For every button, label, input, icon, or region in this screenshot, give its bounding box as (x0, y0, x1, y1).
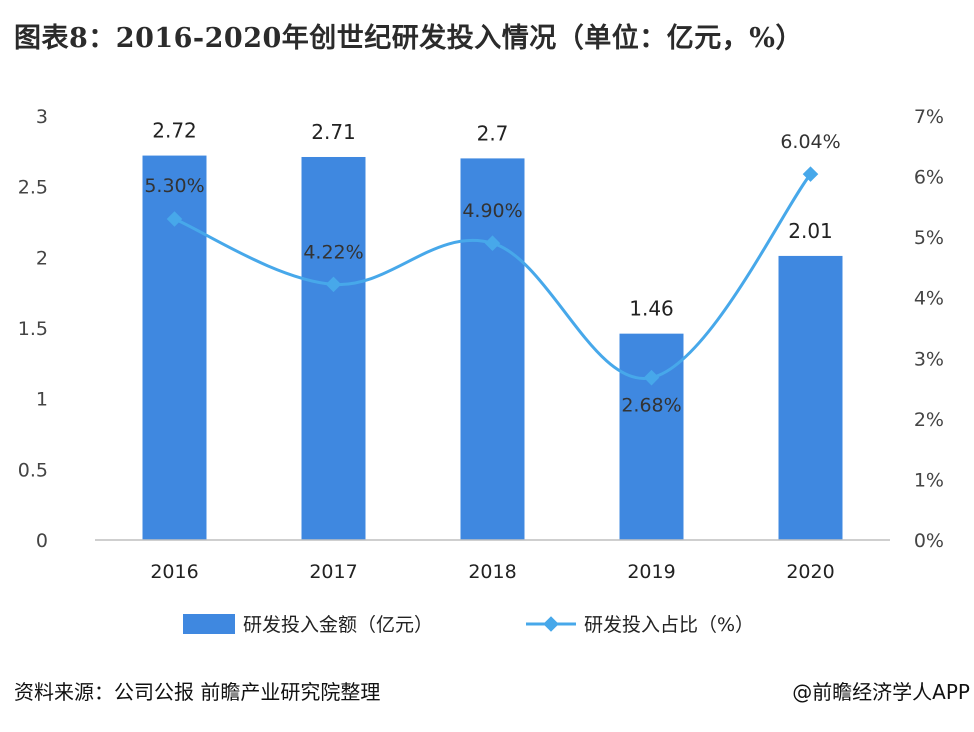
line-marker (802, 166, 819, 182)
right-tick-label: 3% (914, 348, 944, 370)
bar-value-label: 1.46 (629, 297, 674, 321)
bar (301, 156, 366, 540)
x-tick-label: 2018 (468, 561, 516, 583)
bar (619, 333, 684, 540)
source-note: 资料来源：公司公报 前瞻产业研究院整理 (14, 680, 381, 704)
legend-bar-label: 研发投入金额（亿元） (243, 614, 433, 636)
legend-line-marker (543, 616, 559, 632)
right-tick-label: 1% (914, 469, 944, 491)
bar-value-label: 2.01 (788, 219, 833, 243)
legend-bar-swatch (183, 614, 235, 634)
share-line (173, 173, 812, 380)
x-tick-label: 2020 (786, 561, 834, 583)
x-tick-label: 2019 (627, 561, 675, 583)
left-tick-label: 3 (36, 106, 48, 128)
left-tick-label: 1.5 (18, 318, 48, 340)
bar-series: 2.72 2.71 2.7 1.46 2.01 (142, 119, 843, 541)
line-value-label: 4.22% (303, 241, 363, 263)
line-marker (166, 211, 183, 227)
left-tick-label: 2.5 (18, 177, 48, 199)
x-axis-ticks: 2016 2017 2018 2019 2020 (150, 561, 834, 583)
bar-value-label: 2.72 (152, 119, 197, 143)
right-tick-label: 2% (914, 409, 944, 431)
right-tick-label: 5% (914, 227, 944, 249)
right-axis-ticks: 0% 1% 2% 3% 4% 5% 6% 7% (914, 106, 944, 552)
line-marker (484, 235, 501, 251)
right-tick-label: 4% (914, 288, 944, 310)
line-value-label: 6.04% (780, 131, 840, 153)
x-tick-label: 2016 (150, 561, 198, 583)
line-value-label: 5.30% (144, 175, 204, 197)
left-tick-label: 0.5 (18, 459, 48, 481)
chart-title: 图表8：2016-2020年创世纪研发投入情况（单位：亿元，%） (14, 23, 803, 54)
right-tick-label: 7% (914, 106, 944, 128)
right-tick-label: 6% (914, 167, 944, 189)
x-tick-label: 2017 (309, 561, 357, 583)
bar (460, 158, 525, 540)
bar-value-label: 2.7 (477, 121, 509, 145)
bar (778, 255, 843, 541)
bar-line-chart: 00.511.522.53 0%1%2%3%4%5%6%7% 2.72 2.71 2… (18, 106, 944, 636)
left-tick-label: 1 (36, 389, 48, 411)
line-series: 5.30% 4.22% 4.90% 2.68% 6.04% (144, 131, 840, 417)
left-tick-label: 2 (36, 247, 48, 269)
line-value-label: 4.90% (462, 200, 522, 222)
legend: 研发投入金额（亿元） 研发投入占比（%） (183, 614, 754, 636)
legend-line-label: 研发投入占比（%） (584, 614, 754, 636)
right-tick-label: 0% (914, 530, 944, 552)
bar-value-label: 2.71 (311, 120, 356, 144)
credit-note: @前瞻经济学人APP (792, 680, 970, 704)
line-value-label: 2.68% (621, 395, 681, 417)
left-tick-label: 0 (36, 530, 48, 552)
left-axis-ticks: 0 0.5 1 1.5 2 2.5 3 (18, 106, 48, 552)
